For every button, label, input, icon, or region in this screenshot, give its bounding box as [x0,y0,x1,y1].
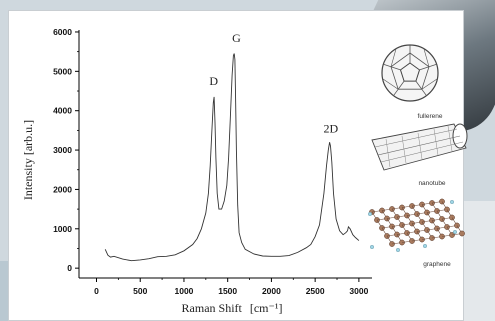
graphene-icon [368,198,465,252]
nanotube-icon [371,123,468,171]
y-axis-label: Intensity [arb.u.] [21,120,35,200]
peak-labels: D G 2D [209,31,338,136]
x-tick-label: 1500 [218,286,237,296]
x-tick-label: 1000 [174,286,193,296]
x-tick-label: 3000 [349,286,368,296]
peak-label: G [232,31,241,45]
peak-label: 2D [324,121,339,135]
y-tick-label: 3000 [53,145,72,155]
x-tick-label: 2000 [262,286,281,296]
peak-label: D [209,74,218,88]
x-ticks: 0 500 1000 1500 2000 2500 3000 [94,278,369,296]
fullerene-label: fullerene [418,113,443,120]
x-tick-label: 500 [133,286,147,296]
y-tick-label: 6000 [53,27,72,37]
y-ticks: 0 1000 2000 3000 4000 5000 6000 [53,27,79,273]
y-tick-label: 5000 [53,66,72,76]
y-tick-label: 4000 [53,106,72,116]
y-tick-label: 1000 [53,224,72,234]
x-tick-label: 2500 [306,286,325,296]
y-tick-label: 0 [67,263,72,273]
y-tick-label: 2000 [53,184,72,194]
graphene-label: graphene [423,261,451,268]
fullerene-icon [381,44,439,102]
raman-spectrum-line [104,53,360,262]
x-axis-label: Raman Shift [cm⁻¹] [182,301,283,315]
x-tick-label: 0 [94,286,99,296]
nanotube-label: nanotube [418,180,445,187]
